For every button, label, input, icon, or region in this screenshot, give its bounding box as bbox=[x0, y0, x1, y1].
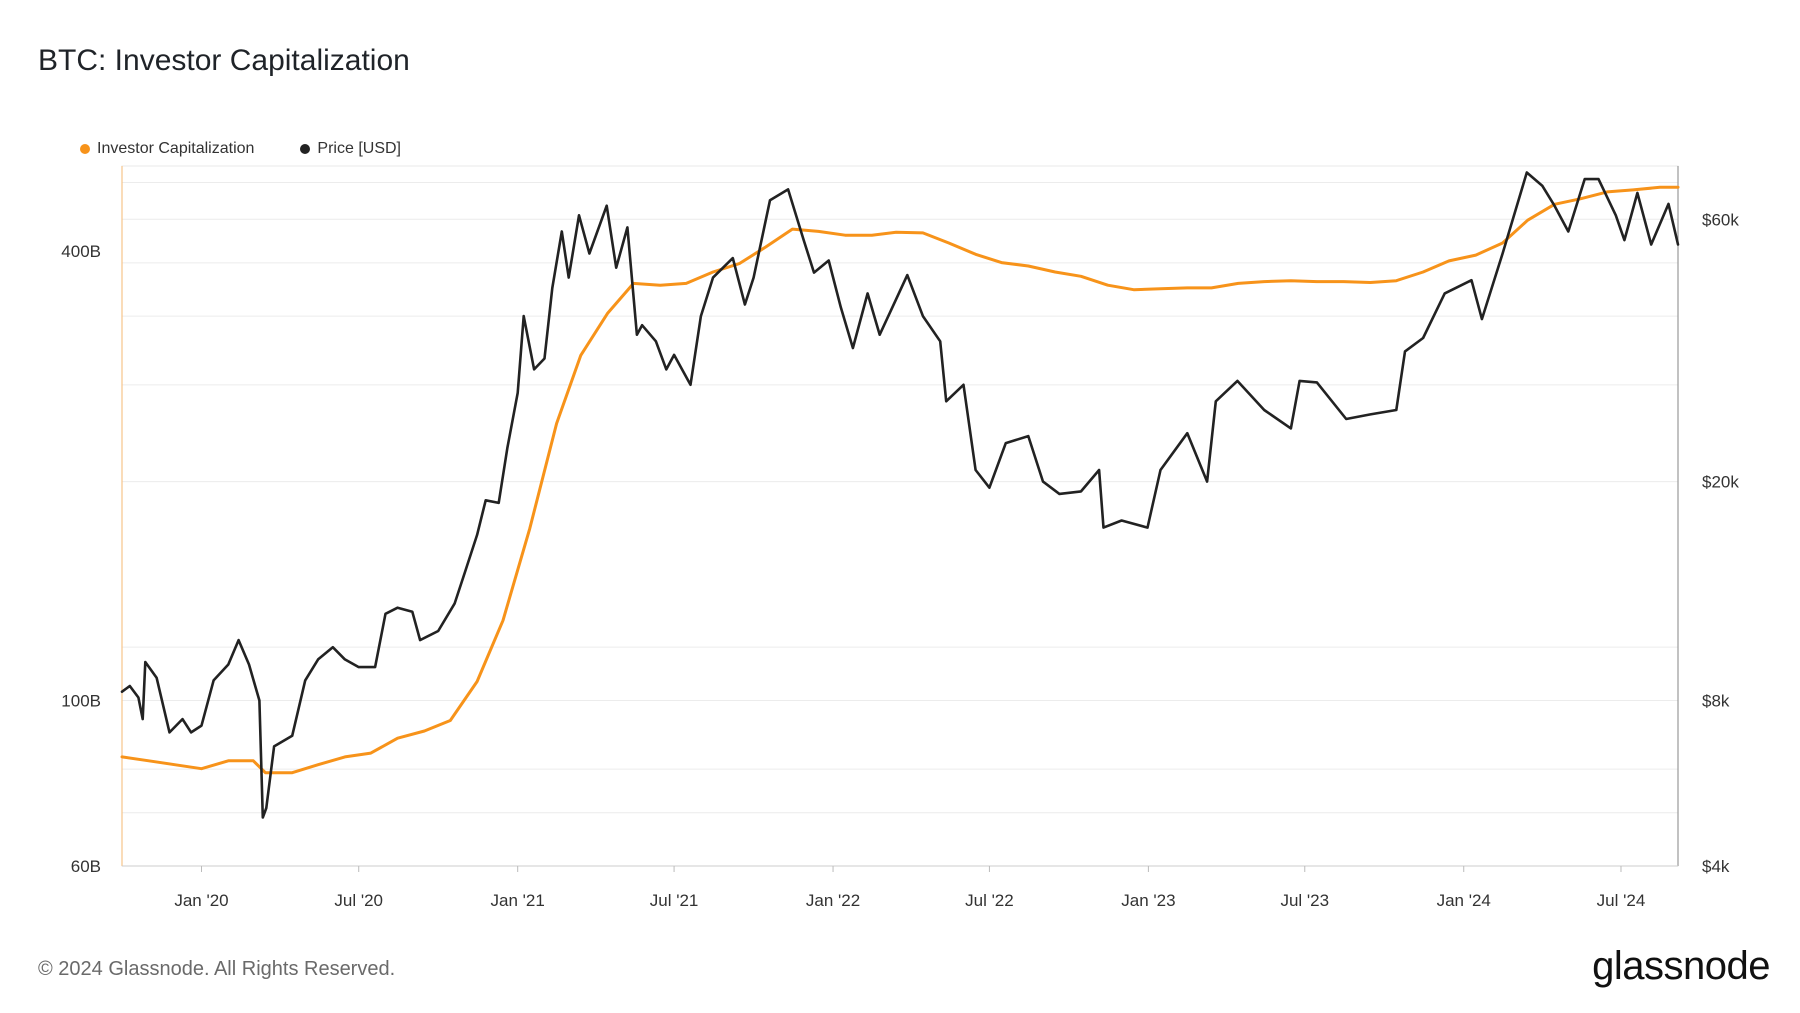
legend-item-price[interactable]: Price [USD] bbox=[300, 140, 401, 158]
x-tick-label: Jan '20 bbox=[174, 891, 228, 910]
copyright-footer: © 2024 Glassnode. All Rights Reserved. bbox=[38, 958, 396, 980]
x-tick-label: Jan '24 bbox=[1437, 891, 1491, 910]
x-tick-label: Jul '23 bbox=[1280, 891, 1329, 910]
brand-logo: glassnode bbox=[1592, 944, 1770, 988]
series bbox=[120, 171, 1680, 819]
tick-labels: Jan '20 Jul '20 Jan '21 Jul '21 Jan '22 Jul '… bbox=[61, 210, 1739, 910]
legend-dot-black-icon bbox=[300, 144, 311, 154]
x-tick-label: Jul '24 bbox=[1597, 891, 1646, 910]
x-tick-label: Jul '20 bbox=[334, 891, 383, 910]
y-right-tick-label: $60k bbox=[1702, 210, 1739, 229]
x-tick-label: Jul '21 bbox=[650, 891, 699, 910]
legend: Investor Capitalization Price [USD] bbox=[80, 140, 401, 158]
legend-item-investor-cap[interactable]: Investor Capitalization bbox=[80, 140, 254, 158]
legend-dot-orange-icon bbox=[80, 144, 90, 154]
y-right-tick-label: $8k bbox=[1702, 691, 1730, 710]
chart-title: BTC: Investor Capitalization bbox=[38, 44, 410, 77]
x-tick-label: Jan '23 bbox=[1121, 891, 1175, 910]
axes bbox=[121, 165, 1679, 872]
price-line bbox=[120, 171, 1680, 819]
grid-lines bbox=[122, 181, 1678, 867]
legend-label-price: Price [USD] bbox=[317, 140, 401, 157]
x-tick-label: Jul '22 bbox=[965, 891, 1014, 910]
plot-frame bbox=[121, 165, 1679, 867]
y-left-tick-label: 400B bbox=[61, 242, 101, 261]
y-left-tick-label: 60B bbox=[71, 857, 101, 876]
legend-label-investor-cap: Investor Capitalization bbox=[97, 140, 255, 157]
y-right-tick-label: $4k bbox=[1702, 857, 1730, 876]
x-tick-label: Jan '22 bbox=[806, 891, 860, 910]
x-tick-label: Jan '21 bbox=[491, 891, 545, 910]
y-right-tick-label: $20k bbox=[1702, 473, 1739, 492]
y-left-tick-label: 100B bbox=[61, 691, 101, 710]
investor-cap-line bbox=[120, 185, 1680, 775]
